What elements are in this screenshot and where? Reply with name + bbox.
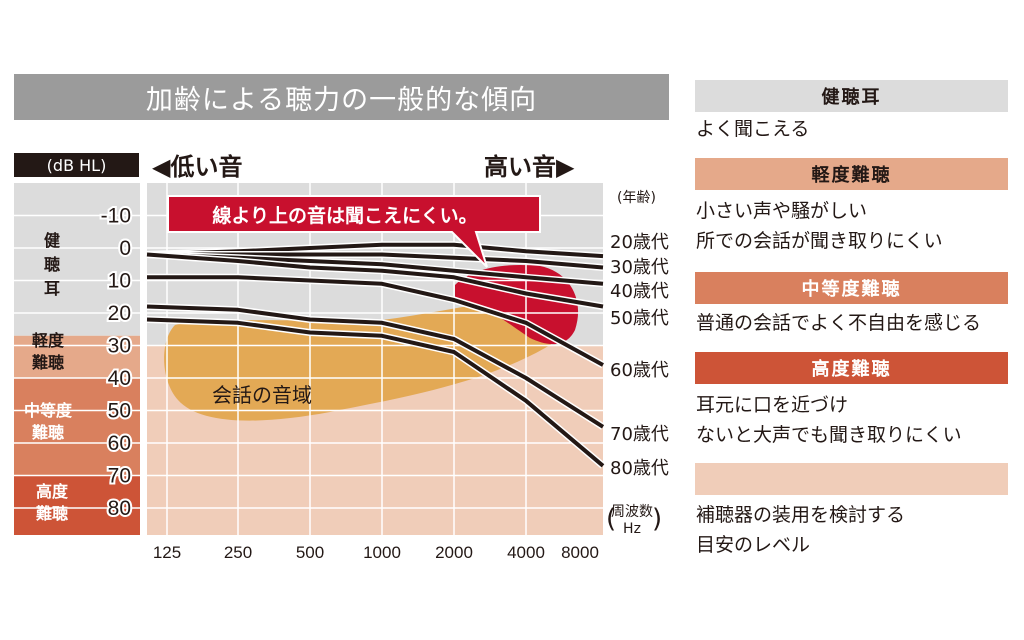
legend-description-line: 耳元に口を近づけ — [696, 394, 849, 416]
legend-description-line: ないと大声でも聞き取りにくい — [696, 424, 962, 446]
series-line-70s — [146, 304, 605, 429]
legend-description-line: 小さい声や騒がしい — [696, 200, 868, 222]
legend-heading-mild: 軽度難聴 — [695, 158, 1008, 190]
y-tick-label: 0 — [119, 237, 131, 260]
y-axis-ticks: -10 0 10 20 30 40 50 60 70 80 — [99, 203, 133, 523]
band-left-severe — [14, 475, 140, 535]
category-label-normal: 耳 — [44, 279, 60, 298]
category-label-moderate: 難聴 — [32, 423, 64, 442]
category-bands-left — [14, 183, 140, 535]
series-line-80s — [146, 317, 605, 468]
age-label: 70歳代 — [610, 424, 669, 445]
x-tick-label: 250 — [224, 543, 252, 562]
y-axis-unit-label: (dB HL) — [14, 153, 139, 177]
legend-description-line: よく聞こえる — [696, 118, 810, 140]
x-tick-label: 4000 — [507, 543, 545, 562]
y-tick-label: 40 — [108, 367, 131, 390]
category-label-severe: 高度 — [36, 482, 69, 501]
x-tick-label: 500 — [296, 543, 324, 562]
x-axis-ticks: 125 250 500 1000 2000 4000 8000 — [153, 543, 599, 562]
age-label: 60歳代 — [610, 360, 669, 381]
category-label-severe: 難聴 — [36, 504, 68, 523]
legend-description-hearing_aid: 補聴器の装用を検討する 目安のレベル — [696, 500, 905, 560]
band-left-mild — [14, 335, 140, 378]
x-tick-label: 8000 — [561, 543, 599, 562]
x-tick-label: 2000 — [435, 543, 473, 562]
age-label: 30歳代 — [610, 257, 669, 278]
age-label: 50歳代 — [610, 308, 669, 329]
band-left-normal — [14, 183, 140, 336]
legend-heading-moderate: 中等度難聴 — [695, 272, 1008, 304]
freq-unit-line2: Hz — [623, 521, 641, 537]
panel-gap — [140, 181, 147, 537]
age-label: 80歳代 — [610, 458, 669, 479]
chart-title: 加齢による聴力の一般的な傾向 — [14, 74, 669, 120]
y-tick-label: -10 — [101, 205, 131, 228]
legend-description-line: 目安のレベル — [696, 534, 811, 556]
legend-heading-normal: 健聴耳 — [695, 80, 1008, 112]
category-label-moderate: 中等度 — [24, 401, 73, 420]
x-tick-label: 1000 — [363, 543, 401, 562]
category-label-normal: 聴 — [44, 255, 60, 274]
callout-bubble: 線より上の音は聞こえにくい。 — [167, 195, 541, 268]
y-tick-label: 10 — [108, 270, 131, 293]
frequency-unit-label: ( 周波数 Hz ) — [606, 504, 662, 537]
legend-description-moderate: 普通の会話でよく不自由を感じる — [696, 308, 981, 338]
svg-text:(: ( — [606, 504, 616, 534]
age-label: 20歳代 — [610, 232, 669, 253]
category-label-normal: 健 — [44, 231, 60, 250]
series-line-50s — [146, 252, 604, 309]
category-label-mild: 難聴 — [32, 353, 64, 372]
series-lines — [146, 241, 606, 469]
age-labels: 20歳代 30歳代 40歳代 50歳代 60歳代 70歳代 80歳代 — [610, 232, 669, 479]
y-tick-label: 60 — [108, 432, 131, 455]
band-left-moderate — [14, 378, 140, 476]
legend-description-normal: よく聞こえる — [696, 114, 809, 144]
speech-area-label: 会話の音域 — [212, 383, 312, 407]
series-line-60s — [147, 275, 604, 367]
age-label: 40歳代 — [610, 281, 669, 302]
age-header: (年齢) — [617, 190, 656, 206]
legend-description-line: 所での会話が聞き取りにくい — [696, 230, 943, 252]
y-tick-label: 80 — [108, 497, 131, 520]
low-sound-label: ◀低い音 — [152, 153, 243, 181]
svg-text:): ) — [652, 504, 662, 534]
legend-description-line: 補聴器の装用を検討する — [696, 504, 906, 526]
y-tick-label: 50 — [108, 400, 131, 423]
callout-shape — [167, 195, 541, 268]
high-sound-label: 高い音▶ — [484, 153, 575, 181]
x-tick-label: 125 — [153, 543, 181, 562]
legend-description-severe: 耳元に口を近づけないと大声でも聞き取りにくい — [696, 390, 962, 450]
callout-text: 線より上の音は聞こえにくい。 — [212, 204, 477, 227]
category-label-mild: 軽度 — [32, 331, 65, 350]
freq-unit-line1: 周波数 — [611, 504, 653, 520]
y-tick-label: 70 — [108, 465, 131, 488]
legend-heading-hearing_aid — [695, 463, 1008, 495]
legend-description-line: 普通の会話でよく不自由を感じる — [696, 312, 982, 334]
y-tick-label: 20 — [108, 302, 131, 325]
legend-heading-severe: 高度難聴 — [695, 352, 1008, 384]
legend-description-mild: 小さい声や騒がしい所での会話が聞き取りにくい — [696, 196, 943, 256]
y-tick-label: 30 — [108, 335, 131, 358]
